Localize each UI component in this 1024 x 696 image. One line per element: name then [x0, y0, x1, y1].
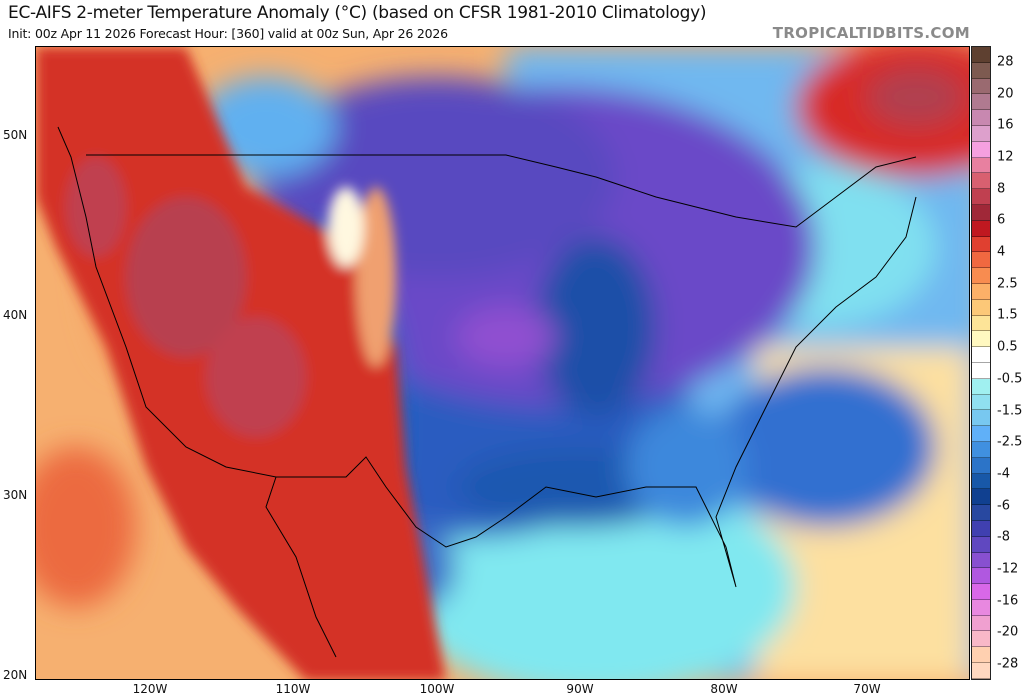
colorbar-label: -12 [997, 561, 1019, 577]
colorbar-swatch [972, 252, 990, 269]
map-canvas [36, 47, 969, 679]
colorbar-swatch [972, 394, 990, 411]
colorbar-swatch [972, 378, 990, 395]
brand-watermark[interactable]: TROPICALTIDBITS.COM [772, 24, 970, 42]
colorbar-swatch [972, 663, 990, 679]
colorbar-swatch [972, 220, 990, 237]
colorbar-label: 4 [997, 244, 1006, 260]
colorbar-swatch [972, 283, 990, 300]
lon-label-90w: 90W [566, 682, 594, 696]
colorbar-swatch [972, 615, 990, 632]
colorbar-label: 2.5 [997, 276, 1018, 292]
colorbar-swatch [972, 268, 990, 284]
lat-label-50n: 50N [3, 128, 28, 142]
colorbar-label: 28 [997, 54, 1014, 70]
colorbar-label: 6 [997, 212, 1006, 228]
map-subtitle: Init: 00z Apr 11 2026 Forecast Hour: [36… [8, 26, 448, 41]
colorbar-swatch [972, 141, 990, 158]
colorbar-label: -8 [997, 529, 1010, 545]
colorbar-swatch [972, 110, 990, 126]
colorbar-swatch [972, 78, 990, 95]
colorbar-label: 12 [997, 149, 1014, 165]
colorbar-swatch [972, 473, 990, 490]
boundaries [57, 126, 917, 658]
colorbar-swatch [972, 489, 990, 506]
colorbar-label: -4 [997, 466, 1010, 482]
temperature-anomaly-map[interactable] [35, 46, 970, 680]
colorbar-label: 1.5 [997, 307, 1018, 323]
lat-label-30n: 30N [3, 488, 28, 502]
colorbar [971, 46, 991, 680]
colorbar-swatch [972, 536, 990, 553]
colorbar-swatch [972, 125, 990, 142]
colorbar-swatch [972, 647, 990, 664]
colorbar-swatch [972, 584, 990, 600]
lat-label-40n: 40N [3, 308, 28, 322]
colorbar-swatch [972, 189, 990, 205]
lon-label-70w: 70W [853, 682, 881, 696]
lon-label-110w: 110W [275, 682, 311, 696]
colorbar-label: -2.5 [997, 434, 1023, 450]
colorbar-swatch [972, 47, 990, 63]
colorbar-label: -20 [997, 624, 1019, 640]
colorbar-swatch [972, 173, 990, 190]
colorbar-swatch [972, 505, 990, 521]
lon-label-80w: 80W [710, 682, 738, 696]
colorbar-label: -16 [997, 593, 1019, 609]
colorbar-swatch [972, 552, 990, 569]
colorbar-label: 20 [997, 86, 1014, 102]
colorbar-swatch [972, 457, 990, 474]
colorbar-swatch [972, 362, 990, 379]
colorbar-swatch [972, 299, 990, 316]
lon-label-100w: 100W [419, 682, 455, 696]
colorbar-swatch [972, 631, 990, 648]
colorbar-swatch [972, 157, 990, 174]
colorbar-swatch [972, 520, 990, 537]
colorbar-swatch [972, 568, 990, 585]
colorbar-swatch [972, 347, 990, 363]
colorbar-label: 16 [997, 117, 1014, 133]
lat-label-20n: 20N [3, 668, 28, 682]
colorbar-swatch [972, 94, 990, 111]
colorbar-swatch [972, 599, 990, 616]
colorbar-swatch [972, 426, 990, 442]
colorbar-swatch [972, 204, 990, 221]
colorbar-label: -0.5 [997, 371, 1023, 387]
map-title: EC-AIFS 2-meter Temperature Anomaly (°C)… [8, 3, 707, 23]
colorbar-swatch [972, 331, 990, 348]
colorbar-label: -28 [997, 656, 1019, 672]
colorbar-label: 8 [997, 181, 1006, 197]
colorbar-label: -1.5 [997, 403, 1023, 419]
colorbar-label: 0.5 [997, 339, 1018, 355]
colorbar-swatch [972, 315, 990, 332]
colorbar-swatch [972, 62, 990, 79]
colorbar-swatch [972, 410, 990, 427]
colorbar-label: -6 [997, 498, 1010, 514]
colorbar-swatch [972, 236, 990, 253]
colorbar-swatch [972, 441, 990, 458]
lon-label-120w: 120W [132, 682, 168, 696]
